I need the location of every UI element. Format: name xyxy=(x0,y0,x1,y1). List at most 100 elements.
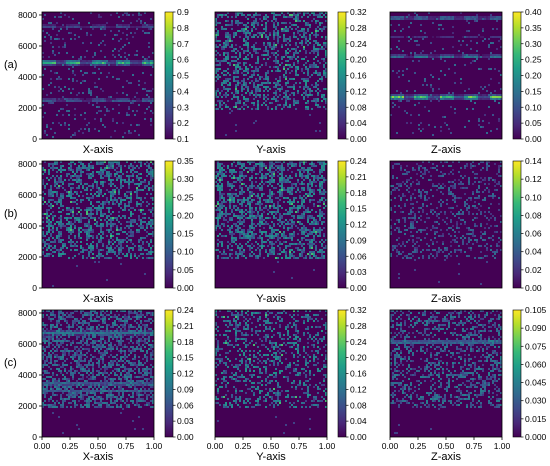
colorbar-tick-label: 0.09 xyxy=(350,235,367,245)
x-tick-label: 0.00 xyxy=(34,441,51,451)
colorbar-tick-label: 0.08 xyxy=(525,210,542,220)
colorbar-tick-label: 0.15 xyxy=(177,353,194,363)
x-axis-label: X-axis xyxy=(83,293,114,305)
colorbar-tick-label: 0.00 xyxy=(525,283,542,293)
colorbar-tick-label: 0.21 xyxy=(177,321,194,331)
colorbar-gradient xyxy=(337,160,347,289)
y-tick-label: 4000 xyxy=(18,72,37,82)
colorbar: 0.00 0.04 0.08 0.12 0.16 0.20 0.24 0.28 0.32 xyxy=(337,7,367,144)
colorbar-tick-label: 0.7 xyxy=(177,39,189,49)
colorbar-tick-label: 0.12 xyxy=(350,86,367,96)
colorbar-tick-label: 0.00 xyxy=(350,283,367,293)
x-axis-label: Y-axis xyxy=(256,451,286,463)
colorbar-tick-label: 0.06 xyxy=(525,229,542,239)
colorbar-tick-label: 0.16 xyxy=(350,71,367,81)
colorbar-tick-label: 0.04 xyxy=(525,247,542,257)
x-tick-label: 1.00 xyxy=(319,441,336,451)
panel-frame xyxy=(41,160,155,289)
colorbar-tick-label: 0.6 xyxy=(177,55,189,65)
colorbar-tick-label: 0.00 xyxy=(177,283,194,293)
colorbar-tick-label: 0.090 xyxy=(525,323,547,333)
heatmap-panel-0-1: Y-axis0.000.040.080.120.160.200.240.280.… xyxy=(214,7,367,156)
colorbar-gradient xyxy=(164,160,174,289)
colorbar-tick-label: 0.04 xyxy=(350,416,367,426)
colorbar-tick-label: 0.00 xyxy=(350,432,367,442)
y-tick-label: 4000 xyxy=(18,370,37,380)
colorbar-tick-label: 0.04 xyxy=(350,118,367,128)
x-tick-label: 0.75 xyxy=(466,441,483,451)
row-label: (b) xyxy=(4,208,17,220)
colorbar-tick-label: 0.30 xyxy=(525,39,542,49)
panel-frame xyxy=(41,11,155,140)
colorbar-tick-label: 0.35 xyxy=(177,156,194,166)
colorbar-gradient xyxy=(164,309,174,438)
colorbar-gradient xyxy=(164,11,174,140)
colorbar-tick-label: 0.06 xyxy=(177,400,194,410)
colorbar-tick-label: 0.10 xyxy=(177,247,194,257)
colorbar-tick-label: 0.30 xyxy=(177,174,194,184)
colorbar-tick-label: 0.08 xyxy=(350,400,367,410)
colorbar: 0.00 0.05 0.10 0.15 0.20 0.25 0.30 0.35 xyxy=(164,156,194,293)
colorbar-tick-label: 0.015 xyxy=(525,414,547,424)
colorbar-tick-label: 0.25 xyxy=(177,192,194,202)
colorbar-tick-label: 0.32 xyxy=(350,7,367,17)
x-tick-label: 1.00 xyxy=(146,441,163,451)
colorbar: 0.00 0.03 0.06 0.09 0.12 0.15 0.18 0.21 0.24 xyxy=(337,156,367,293)
colorbar-tick-label: 0.18 xyxy=(177,337,194,347)
colorbar-tick-label: 0.24 xyxy=(350,156,367,166)
colorbar-tick-label: 0.3 xyxy=(177,102,189,112)
colorbar-tick-label: 0.02 xyxy=(525,265,542,275)
heatmap-panel-2-0: 0 2000 4000 6000 8000 0.00 0.25 0.50 0.75 1.00 X-a… xyxy=(4,305,194,463)
colorbar-tick-label: 0.06 xyxy=(350,251,367,261)
colorbar-tick-label: 0.105 xyxy=(525,305,547,315)
colorbar: 0.00 0.04 0.08 0.12 0.16 0.20 0.24 0.28 0.32 xyxy=(337,305,367,442)
colorbar-tick-label: 0.18 xyxy=(350,188,367,198)
panel-frame xyxy=(389,11,503,140)
x-tick-label: 0.25 xyxy=(410,441,427,451)
colorbar-gradient xyxy=(512,160,522,289)
colorbar-tick-label: 0.21 xyxy=(350,172,367,182)
y-tick-label: 0 xyxy=(32,283,37,293)
x-tick-label: 0.25 xyxy=(62,441,79,451)
colorbar-tick-label: 0.5 xyxy=(177,71,189,81)
colorbar-tick-label: 0.28 xyxy=(350,321,367,331)
heatmap-panel-0-2: Z-axis0.000.050.100.150.200.250.300.350.… xyxy=(389,7,542,156)
colorbar-tick-label: 0.045 xyxy=(525,378,547,388)
x-axis-label: Z-axis xyxy=(431,451,461,463)
colorbar-tick-label: 0.09 xyxy=(177,384,194,394)
y-tick-label: 0 xyxy=(32,432,37,442)
colorbar-tick-label: 0.32 xyxy=(350,305,367,315)
colorbar-tick-label: 0.10 xyxy=(525,102,542,112)
colorbar-tick-label: 0.030 xyxy=(525,396,547,406)
y-tick-label: 2000 xyxy=(18,252,37,262)
y-tick-label: 2000 xyxy=(18,401,37,411)
y-tick-label: 8000 xyxy=(18,10,37,20)
y-tick-label: 6000 xyxy=(18,41,37,51)
heatmap-panel-1-0: 02000400060008000X-axis(b)0.000.050.100.… xyxy=(4,156,194,305)
colorbar-tick-label: 0.20 xyxy=(350,55,367,65)
colorbar-tick-label: 0.8 xyxy=(177,23,189,33)
x-tick-label: 0.75 xyxy=(118,441,135,451)
x-axis-label: X-axis xyxy=(83,451,114,463)
x-tick-label: 0.50 xyxy=(438,441,455,451)
heatmap-panel-1-2: Z-axis 0.00 0.02 0.04 0.06 0.08 0.10 0.12 0.14 xyxy=(389,156,542,305)
y-tick-label: 4000 xyxy=(18,221,37,231)
colorbar-tick-label: 0.12 xyxy=(177,369,194,379)
colorbar-tick-label: 0.05 xyxy=(177,265,194,275)
heatmap-panel-0-0: 02000400060008000X-axis(a)0.10.20.30.40.… xyxy=(4,7,189,156)
colorbar-tick-label: 0.25 xyxy=(525,55,542,65)
x-tick-label: 0.00 xyxy=(382,441,399,451)
heatmap-cells xyxy=(42,161,154,287)
x-axis-label: Y-axis xyxy=(256,293,286,305)
colorbar-tick-label: 0.15 xyxy=(525,86,542,96)
colorbar-tick-label: 0.05 xyxy=(525,118,542,128)
colorbar-tick-label: 0.075 xyxy=(525,341,547,351)
colorbar-tick-label: 0.24 xyxy=(350,39,367,49)
panel-frame xyxy=(214,160,328,289)
colorbar-tick-label: 0.20 xyxy=(525,71,542,81)
y-tick-label: 6000 xyxy=(18,339,37,349)
colorbar-tick-label: 0.20 xyxy=(177,210,194,220)
colorbar-gradient xyxy=(337,309,347,438)
y-tick-label: 8000 xyxy=(18,308,37,318)
